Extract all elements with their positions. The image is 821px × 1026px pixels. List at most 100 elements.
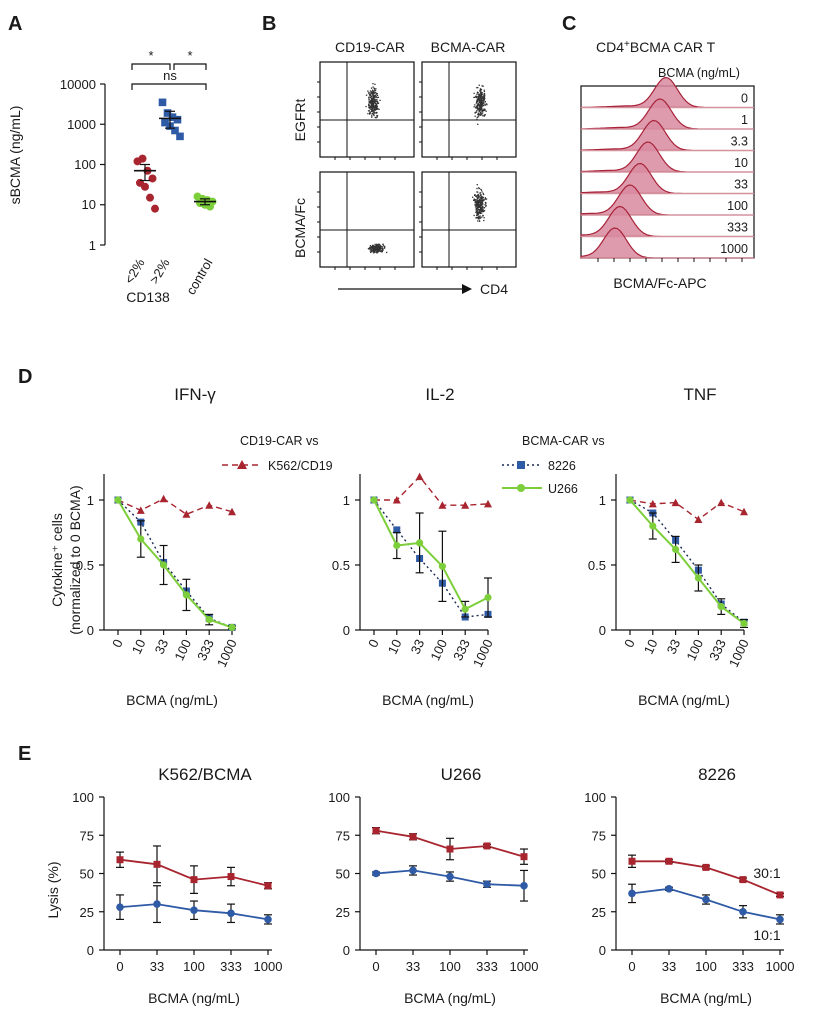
flow-dot [475, 102, 477, 104]
flow-dot [484, 97, 486, 100]
flow-dot [373, 101, 375, 103]
flow-dot [372, 105, 374, 107]
flow-dot [481, 85, 483, 87]
flow-dot [476, 184, 478, 186]
data-point-circle [694, 574, 703, 582]
flow-dot [477, 212, 479, 214]
legend-marker-triangle [237, 460, 247, 469]
panel-c-title-suffix: BCMA CAR T [630, 39, 716, 55]
flow-dot [372, 245, 374, 247]
flow-dot [481, 196, 484, 198]
flow-dot [478, 110, 480, 112]
flow-dot [480, 217, 482, 219]
flow-dot [475, 111, 478, 113]
flow-dot [478, 103, 480, 105]
flow-dot [375, 108, 377, 110]
flow-dot [371, 246, 373, 249]
panel-a-point [158, 98, 167, 107]
ytick-label: 0 [343, 623, 350, 638]
data-point-triangle [648, 499, 657, 508]
flow-dot [478, 206, 480, 208]
flow-dot [383, 245, 385, 247]
data-point-circle [446, 872, 454, 881]
flow-dot [367, 247, 370, 250]
flow-dot [478, 108, 480, 111]
flow-dot [477, 214, 479, 216]
flow-dot [376, 104, 378, 106]
data-point-circle [393, 541, 401, 550]
flow-plot-frame [421, 171, 517, 268]
flow-dot [373, 97, 375, 99]
flow-dot [377, 245, 379, 247]
flow-dot [484, 104, 486, 106]
flow-dot [365, 94, 368, 96]
ytick-label: 0 [87, 623, 94, 638]
flow-dot [478, 200, 480, 202]
flow-dot [370, 93, 372, 96]
panel-a-ytick-label: 1000 [67, 117, 96, 132]
flow-dot [476, 205, 479, 207]
flow-dot [475, 201, 478, 203]
flow-dot [475, 209, 477, 211]
flow-dot [476, 195, 478, 198]
flow-dot [482, 203, 484, 205]
data-point-triangle [461, 501, 470, 509]
flow-dot [369, 248, 371, 250]
legend-marker-square [517, 461, 525, 469]
flow-dot [375, 248, 377, 251]
flow-dot [373, 249, 376, 251]
flow-dot [482, 196, 484, 199]
panel-a-y-axis: 10000 1000 100 10 1 [60, 77, 106, 253]
flow-dot [480, 198, 482, 200]
flow-dot [371, 89, 374, 91]
flow-dot [379, 246, 382, 248]
series-line-8226 [373, 499, 489, 618]
flow-dot [374, 108, 377, 110]
flow-dot [475, 205, 477, 208]
flow-dot [372, 102, 374, 104]
flow-dot [476, 100, 479, 102]
flow-dot [479, 208, 481, 211]
series-line-8226 [629, 499, 745, 623]
flow-dot [477, 220, 479, 222]
data-point-triangle [717, 498, 726, 507]
flow-dot [373, 114, 375, 117]
flow-dot [478, 220, 481, 222]
flow-dot [484, 204, 486, 206]
flow-dot [482, 214, 484, 217]
data-point-circle [370, 496, 378, 504]
flow-dot [474, 104, 476, 106]
data-point-square [393, 526, 401, 534]
flow-dot [477, 113, 480, 115]
flow-dot [483, 89, 485, 91]
flow-dot [372, 100, 374, 102]
legend-group-title: BCMA-CAR vs [522, 434, 605, 448]
flow-dot [479, 106, 481, 108]
flow-dot [482, 209, 484, 211]
flow-dot [373, 95, 375, 98]
flow-dot [485, 110, 487, 112]
flow-dot [480, 100, 483, 102]
flow-dot [483, 99, 485, 101]
flow-dot [376, 115, 378, 117]
flow-dot [483, 219, 485, 222]
panel-d-legend: CD19-CAR vs K562/CD19 BCMA-CAR vs 8226 U… [222, 434, 605, 496]
series-line-k562-cd19 [374, 475, 489, 506]
flow-dot [474, 200, 476, 202]
flow-dot [475, 95, 477, 97]
flow-dot [479, 88, 482, 90]
flow-dot [485, 202, 487, 204]
flow-dot [376, 96, 379, 99]
panel-a-point [138, 154, 147, 163]
flow-dot [376, 102, 379, 104]
flow-dot [479, 201, 482, 203]
flow-dot [374, 246, 376, 248]
flow-dot [377, 249, 379, 251]
flow-dot [371, 106, 373, 108]
flow-dot [376, 93, 378, 95]
flow-dot [475, 211, 477, 214]
flow-dot [477, 191, 479, 193]
chart-title: K562/BCMA [158, 765, 252, 784]
flow-dot [374, 94, 377, 97]
flow-dot [483, 93, 486, 95]
